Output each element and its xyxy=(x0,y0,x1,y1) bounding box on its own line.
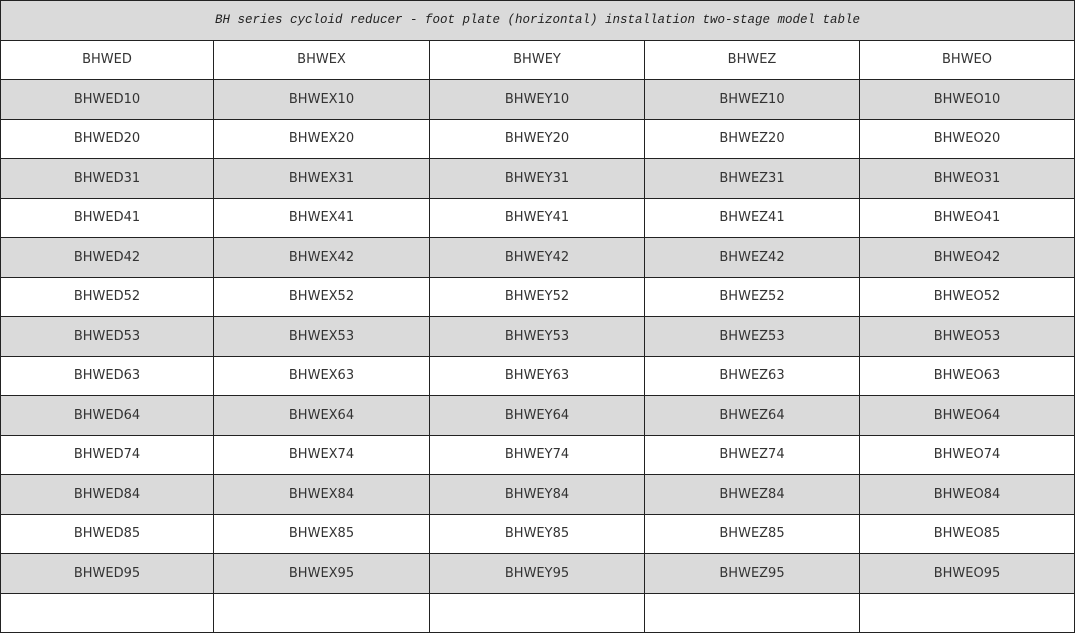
title-row: BH series cycloid reducer - foot plate (… xyxy=(0,0,1075,41)
table-row: BHWED63 BHWEX63 BHWEY63 BHWEZ63 BHWEO63 xyxy=(0,355,1075,396)
table-cell: BHWEY95 xyxy=(429,553,645,594)
table-cell: BHWEX84 xyxy=(213,474,430,515)
table-cell: BHWEO64 xyxy=(858,395,1075,436)
table-cell: BHWEX74 xyxy=(213,434,430,475)
table-cell xyxy=(858,592,1075,633)
table-cell: BHWEZ42 xyxy=(644,237,860,278)
table-cell: BHWEX42 xyxy=(213,237,430,278)
table-cell: BHWEZ52 xyxy=(644,276,860,317)
table-row xyxy=(0,592,1075,633)
table-cell: BHWED42 xyxy=(0,237,214,278)
table-cell xyxy=(429,592,645,633)
table-cell: BHWEX52 xyxy=(213,276,430,317)
column-header: BHWED xyxy=(0,39,214,80)
table-cell: BHWEO10 xyxy=(858,79,1075,120)
table-cell: BHWEO41 xyxy=(858,197,1075,238)
table-cell: BHWEX10 xyxy=(213,79,430,120)
table-cell: BHWEZ53 xyxy=(644,316,860,357)
table-title: BH series cycloid reducer - foot plate (… xyxy=(0,0,1075,41)
table-cell: BHWEZ74 xyxy=(644,434,860,475)
table-row: BHWED10 BHWEX10 BHWEY10 BHWEZ10 BHWEO10 xyxy=(0,79,1075,120)
table-cell: BHWEY41 xyxy=(429,197,645,238)
table-cell: BHWEZ95 xyxy=(644,553,860,594)
table-row: BHWED20 BHWEX20 BHWEY20 BHWEZ20 BHWEO20 xyxy=(0,118,1075,159)
table-cell: BHWED31 xyxy=(0,158,214,199)
table-row: BHWED64 BHWEX64 BHWEY64 BHWEZ64 BHWEO64 xyxy=(0,395,1075,436)
table-cell: BHWEY10 xyxy=(429,79,645,120)
table-cell: BHWED63 xyxy=(0,355,214,396)
table-cell: BHWED10 xyxy=(0,79,214,120)
table-cell: BHWEO85 xyxy=(858,513,1075,554)
table-row: BHWED52 BHWEX52 BHWEY52 BHWEZ52 BHWEO52 xyxy=(0,276,1075,317)
table-cell: BHWED41 xyxy=(0,197,214,238)
table-cell: BHWEZ41 xyxy=(644,197,860,238)
table-cell: BHWEY42 xyxy=(429,237,645,278)
table-cell: BHWEZ85 xyxy=(644,513,860,554)
table-cell: BHWEY63 xyxy=(429,355,645,396)
table-row: BHWED42 BHWEX42 BHWEY42 BHWEZ42 BHWEO42 xyxy=(0,237,1075,278)
table-cell: BHWED74 xyxy=(0,434,214,475)
table-cell: BHWEZ63 xyxy=(644,355,860,396)
table-cell: BHWEX41 xyxy=(213,197,430,238)
table-cell: BHWEO95 xyxy=(858,553,1075,594)
table-cell: BHWEX20 xyxy=(213,118,430,159)
table-cell: BHWEO63 xyxy=(858,355,1075,396)
table-cell: BHWEX64 xyxy=(213,395,430,436)
table-cell: BHWED53 xyxy=(0,316,214,357)
column-header: BHWEY xyxy=(429,39,645,80)
table-row: BHWED95 BHWEX95 BHWEY95 BHWEZ95 BHWEO95 xyxy=(0,553,1075,594)
table-cell: BHWEO53 xyxy=(858,316,1075,357)
table-cell: BHWED52 xyxy=(0,276,214,317)
table-cell: BHWEX85 xyxy=(213,513,430,554)
table-cell: BHWEY64 xyxy=(429,395,645,436)
table-cell xyxy=(213,592,430,633)
table-row: BHWED74 BHWEX74 BHWEY74 BHWEZ74 BHWEO74 xyxy=(0,434,1075,475)
table-cell: BHWEY20 xyxy=(429,118,645,159)
table-cell: BHWEO42 xyxy=(858,237,1075,278)
table-cell: BHWEX31 xyxy=(213,158,430,199)
table-cell: BHWED84 xyxy=(0,474,214,515)
table-cell: BHWEY84 xyxy=(429,474,645,515)
table-cell: BHWEX53 xyxy=(213,316,430,357)
header-row: BHWED BHWEX BHWEY BHWEZ BHWEO xyxy=(0,39,1075,80)
table-cell: BHWEY52 xyxy=(429,276,645,317)
table-row: BHWED84 BHWEX84 BHWEY84 BHWEZ84 BHWEO84 xyxy=(0,474,1075,515)
table-cell: BHWEZ64 xyxy=(644,395,860,436)
column-header: BHWEX xyxy=(213,39,430,80)
table-row: BHWED53 BHWEX53 BHWEY53 BHWEZ53 BHWEO53 xyxy=(0,316,1075,357)
table-cell: BHWEO52 xyxy=(858,276,1075,317)
table-cell: BHWEZ84 xyxy=(644,474,860,515)
table-cell: BHWED85 xyxy=(0,513,214,554)
table-cell: BHWEZ31 xyxy=(644,158,860,199)
table-cell: BHWEX95 xyxy=(213,553,430,594)
table-cell xyxy=(644,592,860,633)
table-cell: BHWEO74 xyxy=(858,434,1075,475)
table-cell: BHWEY53 xyxy=(429,316,645,357)
table-cell: BHWEO84 xyxy=(858,474,1075,515)
table-row: BHWED31 BHWEX31 BHWEY31 BHWEZ31 BHWEO31 xyxy=(0,158,1075,199)
column-header: BHWEZ xyxy=(644,39,860,80)
table-cell: BHWEX63 xyxy=(213,355,430,396)
table-row: BHWED41 BHWEX41 BHWEY41 BHWEZ41 BHWEO41 xyxy=(0,197,1075,238)
table-cell: BHWED20 xyxy=(0,118,214,159)
table-cell: BHWEY85 xyxy=(429,513,645,554)
table-cell: BHWEY31 xyxy=(429,158,645,199)
table-cell: BHWEY74 xyxy=(429,434,645,475)
table-cell: BHWEZ20 xyxy=(644,118,860,159)
column-header: BHWEO xyxy=(858,39,1075,80)
table-cell xyxy=(0,592,214,633)
table-row: BHWED85 BHWEX85 BHWEY85 BHWEZ85 BHWEO85 xyxy=(0,513,1075,554)
table-cell: BHWED95 xyxy=(0,553,214,594)
table-cell: BHWEZ10 xyxy=(644,79,860,120)
table-cell: BHWED64 xyxy=(0,395,214,436)
table-cell: BHWEO31 xyxy=(858,158,1075,199)
table-cell: BHWEO20 xyxy=(858,118,1075,159)
